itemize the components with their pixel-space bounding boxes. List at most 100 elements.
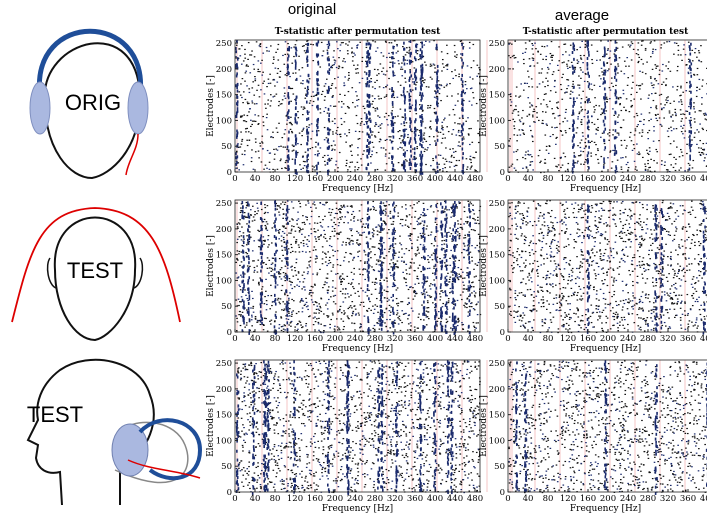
texture-dot	[267, 331, 269, 332]
texture-dot	[347, 293, 349, 294]
texture-dot	[680, 87, 682, 88]
texture-dot	[426, 324, 428, 325]
texture-dot	[314, 246, 316, 247]
texture-dot	[292, 88, 294, 89]
texture-dot	[378, 261, 380, 262]
texture-dot	[285, 273, 287, 274]
texture-dot	[322, 263, 324, 264]
texture-dot	[410, 233, 412, 234]
texture-dot	[317, 162, 319, 165]
texture-dot	[459, 203, 461, 204]
texture-dot	[383, 55, 385, 56]
x-tick-label: 160	[580, 174, 596, 184]
texture-dot	[386, 57, 388, 58]
texture-dot	[405, 208, 407, 209]
texture-dot	[471, 245, 473, 246]
texture-dot	[249, 54, 251, 55]
texture-dot	[627, 162, 629, 163]
texture-dot	[306, 128, 308, 131]
texture-dot	[449, 161, 451, 162]
texture-dot	[308, 117, 310, 120]
texture-dot	[246, 65, 248, 66]
texture-dot	[456, 165, 458, 166]
texture-dot	[664, 165, 666, 166]
texture-dot	[581, 119, 583, 120]
texture-dot	[277, 150, 279, 151]
texture-dot	[251, 149, 253, 150]
texture-dot	[338, 68, 340, 69]
texture-dot	[400, 320, 402, 321]
texture-dot	[316, 95, 318, 96]
texture-dot	[290, 284, 292, 285]
texture-dot	[699, 110, 701, 111]
texture-dot	[422, 78, 424, 79]
texture-dot	[242, 154, 244, 155]
texture-dot	[310, 207, 312, 208]
texture-dot	[372, 235, 374, 236]
texture-dot	[683, 44, 685, 45]
texture-dot	[397, 260, 399, 261]
texture-dot	[324, 127, 326, 128]
texture-dot	[430, 105, 432, 106]
texture-dot	[433, 268, 435, 269]
texture-dot	[391, 56, 393, 59]
texture-dot	[243, 256, 245, 259]
texture-dot	[373, 230, 375, 231]
texture-dot	[273, 57, 275, 58]
x-tick-label: 360	[680, 174, 696, 184]
texture-dot	[327, 292, 329, 293]
texture-dot	[685, 90, 687, 91]
texture-dot	[429, 107, 431, 108]
texture-dot	[526, 116, 528, 117]
texture-dot	[466, 158, 468, 159]
texture-dot	[561, 99, 563, 100]
texture-dot	[423, 203, 425, 204]
texture-dot	[322, 157, 324, 158]
texture-dot	[404, 78, 406, 79]
texture-dot	[397, 305, 399, 306]
texture-dot	[355, 91, 357, 92]
texture-dot	[469, 47, 471, 48]
texture-dot	[370, 162, 372, 163]
texture-dot	[311, 96, 313, 97]
texture-dot	[583, 151, 585, 152]
texture-dot	[544, 86, 546, 87]
texture-dot	[621, 166, 623, 167]
texture-dot	[404, 48, 406, 51]
texture-dot	[588, 75, 590, 78]
texture-dot	[433, 136, 435, 137]
x-tick-label: 320	[387, 174, 403, 184]
texture-dot	[374, 108, 376, 109]
texture-dot	[389, 67, 391, 68]
texture-dot	[474, 230, 476, 231]
texture-dot	[237, 321, 239, 322]
texture-dot	[569, 128, 571, 129]
texture-dot	[530, 130, 532, 131]
texture-dot	[567, 79, 569, 80]
texture-dot	[286, 318, 288, 319]
texture-dot	[294, 326, 296, 327]
texture-dot	[317, 97, 319, 100]
texture-dot	[387, 301, 389, 302]
texture-dot	[355, 73, 357, 74]
y-tick-label: 0	[500, 168, 505, 178]
texture-dot	[327, 155, 329, 156]
texture-dot	[462, 98, 464, 101]
texture-dot	[465, 288, 467, 289]
texture-dot	[287, 268, 289, 269]
texture-dot	[600, 40, 602, 41]
texture-dot	[665, 99, 667, 100]
texture-dot	[246, 309, 248, 310]
texture-dot	[350, 219, 352, 220]
texture-dot	[358, 99, 360, 100]
texture-dot	[406, 248, 408, 249]
texture-dot	[414, 81, 416, 84]
texture-dot	[352, 243, 354, 244]
texture-dot	[389, 246, 391, 247]
texture-dot	[306, 101, 308, 104]
texture-dot	[688, 163, 690, 164]
texture-dot	[679, 156, 681, 157]
texture-dot	[608, 68, 610, 69]
texture-dot	[332, 121, 334, 122]
texture-dot	[409, 70, 411, 73]
